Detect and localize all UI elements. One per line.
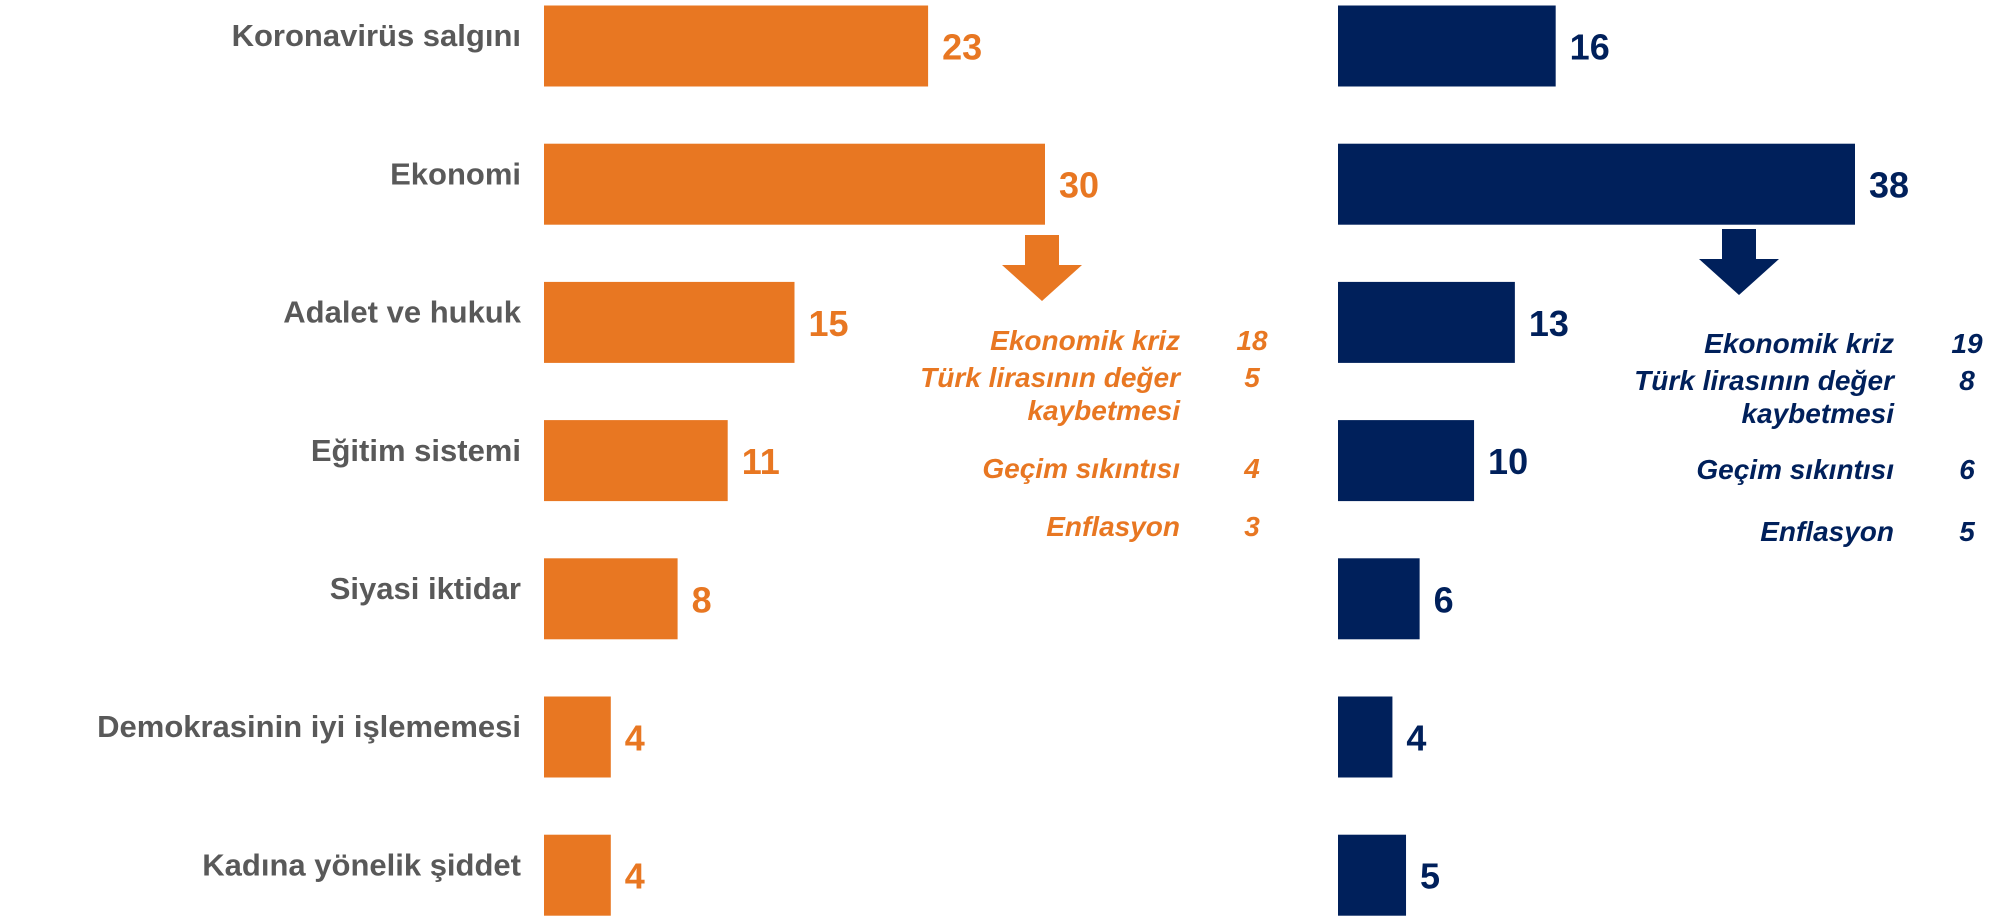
breakdown-label: Ekonomik kriz: [1704, 328, 1894, 359]
category-label: Siyasi iktidar: [330, 571, 521, 606]
bar: [544, 420, 728, 502]
bar: [1338, 558, 1420, 640]
value-label: 10: [1488, 441, 1528, 482]
bar: [1338, 143, 1855, 225]
category-label: Adalet ve hukuk: [283, 295, 521, 330]
bar: [544, 281, 795, 363]
breakdown-value: 3: [1244, 511, 1260, 542]
breakdown-label: Türk lirasının değer kaybetmesi: [1634, 365, 1894, 429]
category-label: Eğitim sistemi: [311, 433, 521, 468]
breakdown-value: 5: [1244, 362, 1260, 393]
breakdown-label: Enflasyon: [1046, 511, 1180, 542]
value-label: 38: [1869, 165, 1909, 206]
breakdown-value: 8: [1959, 365, 1975, 396]
bar: [1338, 696, 1393, 778]
value-label: 30: [1059, 165, 1099, 206]
value-label: 8: [692, 579, 712, 620]
breakdown-label: Türk lirasının değer kaybetmesi: [920, 362, 1180, 426]
arrow: [1002, 235, 1082, 301]
bar: [544, 696, 611, 778]
value-label: 11: [742, 441, 780, 482]
value-label: 4: [625, 718, 645, 759]
breakdown-label: Geçim sıkıntısı: [1696, 454, 1894, 485]
value-label: 4: [625, 856, 645, 897]
value-label: 15: [809, 303, 849, 344]
bar: [544, 834, 611, 916]
value-label: 5: [1420, 856, 1440, 897]
category-label: Koronavirüs salgını: [232, 18, 521, 53]
breakdown-value: 6: [1959, 454, 1975, 485]
breakdown-value: 5: [1959, 516, 1975, 547]
breakdown-value: 19: [1951, 328, 1983, 359]
breakdown-label: Geçim sıkıntısı: [982, 453, 1180, 484]
bar: [1338, 5, 1556, 87]
breakdown-value: 18: [1236, 325, 1268, 356]
value-label: 6: [1434, 579, 1454, 620]
arrow: [1699, 229, 1779, 295]
value-label: 23: [942, 27, 982, 68]
breakdown-value: 4: [1244, 453, 1260, 484]
value-label: 4: [1406, 718, 1426, 759]
breakdown-label: Ekonomik kriz: [990, 325, 1180, 356]
bar: [1338, 420, 1475, 502]
bar: [544, 558, 678, 640]
value-label: 13: [1529, 303, 1569, 344]
bar: [544, 5, 929, 87]
category-label: Demokrasinin iyi işlememesi: [97, 709, 521, 744]
breakdown-label: Enflasyon: [1760, 516, 1894, 547]
bar: [1338, 281, 1515, 363]
category-label: Ekonomi: [390, 156, 521, 191]
bar: [1338, 834, 1407, 916]
value-label: 16: [1570, 27, 1610, 68]
category-label: Kadına yönelik şiddet: [202, 847, 521, 882]
bar: [544, 143, 1045, 225]
